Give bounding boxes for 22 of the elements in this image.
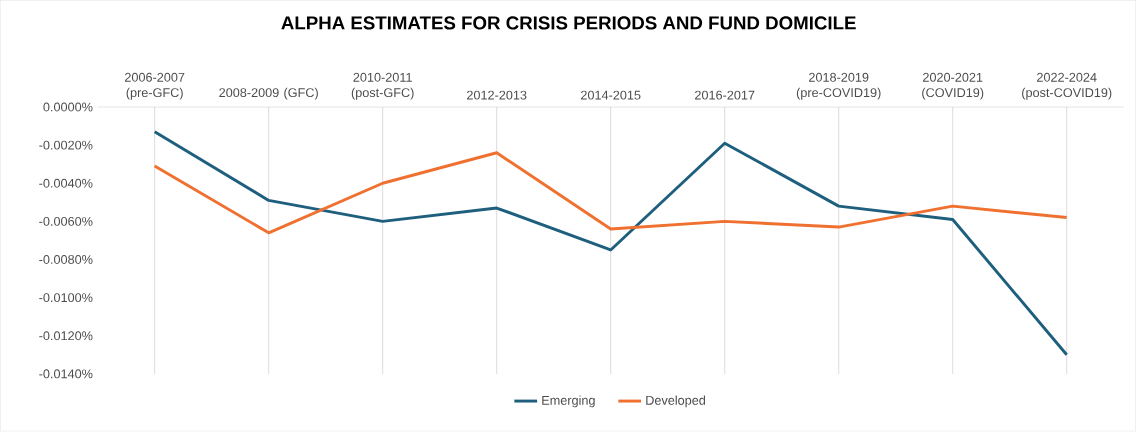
y-tick-label: -0.0040% bbox=[39, 179, 93, 188]
y-tick-label: -0.0080% bbox=[39, 255, 93, 265]
legend-label: Developed bbox=[646, 395, 706, 408]
chart-title: ALPHA ESTIMATES FOR CRISIS PERIODS AND FUND DOMICILE bbox=[281, 16, 856, 30]
y-tick-label: -0.0020% bbox=[39, 140, 93, 150]
x-tick-label: 2014-2015 bbox=[581, 90, 641, 100]
x-tick-label: 2018-2019 (pre-COVID19) bbox=[796, 73, 881, 100]
x-tick-label: 2008-2009 (GFC) bbox=[219, 88, 318, 100]
line-series bbox=[153, 151, 1069, 235]
x-tick-label: 2022-2024 (post-COVID19) bbox=[1022, 73, 1112, 100]
x-tick-label: 2010-2011 (post-GFC) bbox=[351, 73, 414, 100]
y-tick-label: -0.0120% bbox=[39, 331, 93, 341]
x-tick-label: 2006-2007 (pre-GFC) bbox=[124, 73, 185, 100]
line-series bbox=[153, 130, 1069, 357]
y-tick-label: -0.0100% bbox=[39, 293, 93, 303]
y-tick-label: -0.0140% bbox=[39, 369, 93, 379]
y-tick-label: 0.0000% bbox=[43, 102, 93, 112]
x-tick-label: 2012-2013 bbox=[467, 90, 527, 100]
legend-label: Emerging bbox=[542, 395, 595, 408]
y-tick-label: -0.0060% bbox=[39, 217, 93, 227]
x-tick-label: 2016-2017 bbox=[695, 90, 755, 100]
x-tick-label: 2020-2021 (COVID19) bbox=[922, 73, 984, 100]
